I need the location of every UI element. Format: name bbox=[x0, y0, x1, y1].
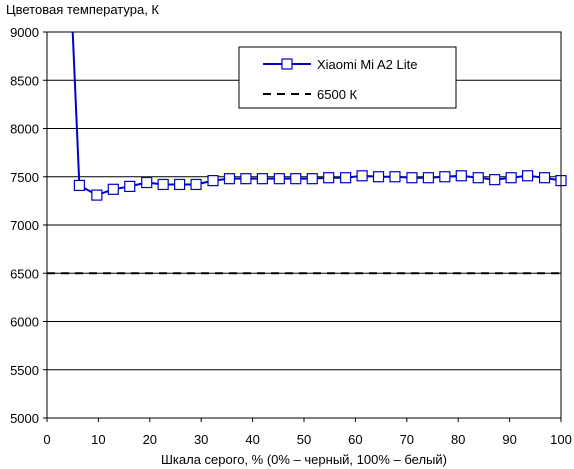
x-tick-label: 70 bbox=[400, 432, 414, 447]
series-xiaomi-point bbox=[223, 173, 236, 185]
series-xiaomi-point bbox=[538, 172, 551, 184]
series-xiaomi-point bbox=[521, 170, 534, 182]
series-xiaomi-point bbox=[190, 178, 202, 191]
series-xiaomi-point bbox=[422, 172, 434, 184]
x-tick-label: 20 bbox=[143, 432, 157, 447]
series-xiaomi-point bbox=[505, 172, 517, 184]
series-xiaomi-point bbox=[256, 173, 268, 185]
series-xiaomi-point bbox=[489, 174, 501, 186]
y-tick-label: 7000 bbox=[10, 218, 39, 233]
y-axis-label: Цветовая температура, К bbox=[6, 2, 159, 17]
legend-series-1-label: Xiaomi Mi A2 Lite bbox=[317, 57, 417, 72]
series-xiaomi-point bbox=[124, 180, 136, 192]
series-xiaomi-point bbox=[290, 173, 302, 185]
series-xiaomi-point bbox=[273, 173, 285, 185]
grid-lines bbox=[47, 79, 561, 371]
y-axis-ticks: 5000 5500 6000 6500 7000 7500 8000 8500 9000 bbox=[10, 25, 47, 426]
x-tick-label: 10 bbox=[91, 432, 105, 447]
series-xiaomi-point bbox=[240, 173, 252, 185]
y-tick-label: 6500 bbox=[10, 266, 39, 281]
series-xiaomi-point bbox=[306, 173, 318, 185]
x-tick-label: 0 bbox=[43, 432, 50, 447]
series-xiaomi-point bbox=[207, 175, 219, 187]
series-xiaomi-point bbox=[157, 178, 169, 191]
series-xiaomi-point bbox=[406, 172, 418, 184]
series-xiaomi-point bbox=[323, 172, 335, 184]
legend-box bbox=[238, 46, 457, 109]
x-tick-label: 80 bbox=[451, 432, 465, 447]
series-xiaomi-point bbox=[174, 178, 186, 191]
x-tick-label: 50 bbox=[297, 432, 311, 447]
series-xiaomi-point bbox=[372, 171, 385, 183]
y-tick-label: 5000 bbox=[10, 411, 39, 426]
series-layer bbox=[47, 31, 567, 275]
y-tick-label: 8500 bbox=[10, 73, 39, 88]
x-tick-label: 30 bbox=[194, 432, 208, 447]
series-xiaomi-point bbox=[73, 179, 85, 192]
series-xiaomi-point bbox=[107, 183, 119, 195]
legend: Xiaomi Mi A2 Lite 6500 К bbox=[238, 46, 457, 109]
series-xiaomi-point bbox=[455, 170, 467, 182]
y-tick-label: 7500 bbox=[10, 170, 39, 185]
series-xiaomi-point bbox=[91, 189, 103, 201]
x-tick-label: 40 bbox=[245, 432, 259, 447]
series-xiaomi-point bbox=[141, 176, 153, 189]
series-xiaomi-point bbox=[340, 172, 352, 184]
x-axis-label: Шкала серого, % (0% – черный, 100% – бел… bbox=[161, 452, 447, 467]
legend-series-2-label: 6500 К bbox=[317, 87, 358, 102]
y-tick-label: 8000 bbox=[10, 122, 39, 137]
series-xiaomi-point bbox=[356, 170, 368, 182]
x-axis-ticks: 0 10 20 30 40 50 60 70 80 90 100 bbox=[43, 418, 572, 447]
y-tick-label: 9000 bbox=[10, 25, 39, 40]
series-xiaomi-point bbox=[389, 171, 401, 183]
series-xiaomi-point bbox=[439, 171, 451, 183]
y-tick-label: 6000 bbox=[10, 315, 39, 330]
series-xiaomi-point bbox=[472, 172, 484, 184]
x-tick-label: 90 bbox=[502, 432, 516, 447]
x-tick-label: 60 bbox=[348, 432, 362, 447]
y-tick-label: 5500 bbox=[10, 363, 39, 378]
legend-series-1-marker bbox=[281, 58, 293, 70]
x-tick-label: 100 bbox=[550, 432, 572, 447]
